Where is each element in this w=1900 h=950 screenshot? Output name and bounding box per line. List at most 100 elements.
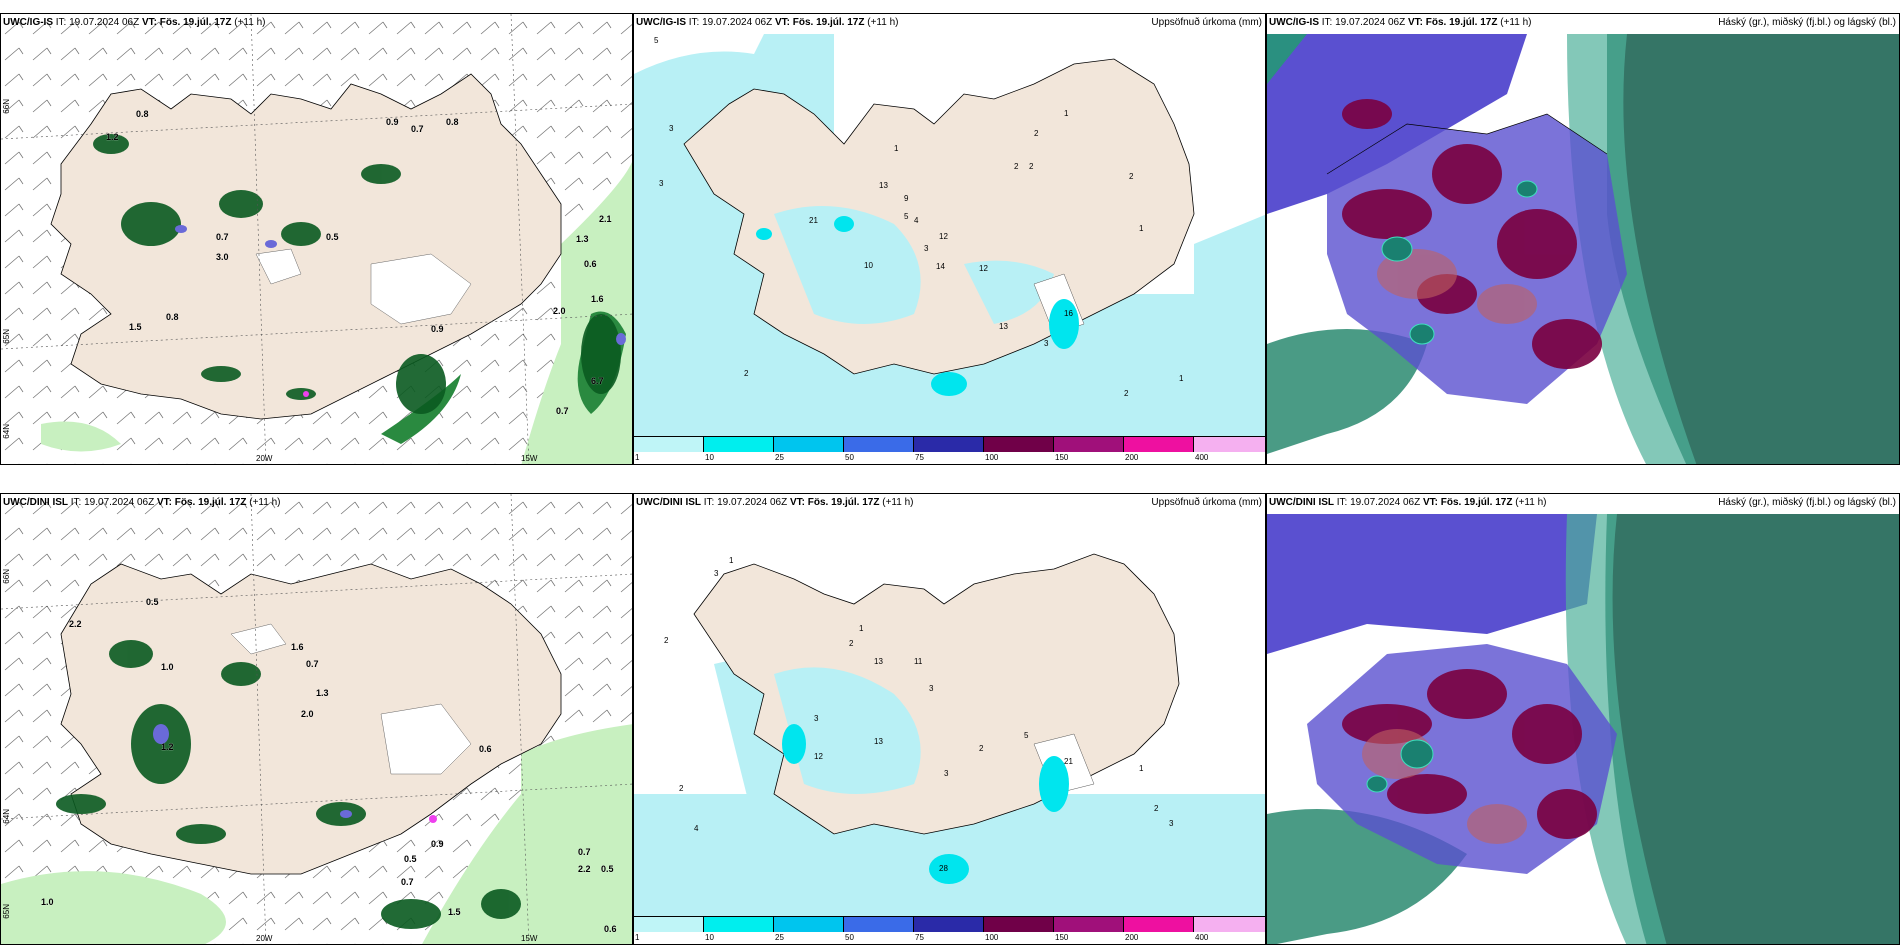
wind-value: 0.5 [601, 864, 614, 874]
lat-label: 65N [2, 329, 11, 344]
cloud-map [1267, 34, 1899, 464]
colorbar-swatch [1194, 436, 1265, 452]
precip-map [634, 34, 1265, 444]
panel-precip-igis: UWC/IG-IS IT: 19.07.2024 06Z VT: Fös. 19… [633, 13, 1266, 465]
colorbar-swatch [774, 436, 844, 452]
wind-value: 0.8 [446, 117, 459, 127]
wind-value: 1.0 [41, 897, 54, 907]
wind-value: 0.7 [556, 406, 569, 416]
precip-value: 12 [979, 264, 988, 273]
panel-header: UWC/IG-IS IT: 19.07.2024 06Z VT: Fös. 19… [1269, 17, 1532, 28]
precip-value: 28 [939, 864, 948, 873]
colorbar-tick: 400 [1195, 453, 1209, 462]
panel-header: UWC/DINI ISL IT: 19.07.2024 06Z VT: Fös.… [3, 497, 281, 508]
colorbar: 1 10 25 50 75 100 150 200 400 [634, 436, 1265, 464]
colorbar-swatch [1194, 916, 1265, 932]
colorbar-swatch [984, 916, 1054, 932]
wind-value: 0.5 [326, 232, 339, 242]
wind-value: 1.5 [448, 907, 461, 917]
precip-value: 16 [1064, 309, 1073, 318]
wind-value: 0.6 [584, 259, 597, 269]
wind-value: 1.6 [291, 642, 304, 652]
wind-value: 1.2 [161, 742, 174, 752]
precip-value: 13 [879, 181, 888, 190]
precip-value: 3 [1044, 339, 1049, 348]
panel-wind-igis: UWC/IG-IS IT: 19.07.2024 06Z VT: Fös. 19… [0, 13, 633, 465]
precip-value: 13 [999, 322, 1008, 331]
precip-value: 2 [1124, 389, 1129, 398]
precip-value: 2 [979, 744, 984, 753]
wind-value: 0.9 [386, 117, 399, 127]
lon-label: 15W [521, 454, 538, 463]
wind-value: 2.2 [69, 619, 82, 629]
precip-value: 21 [809, 216, 818, 225]
wind-value: 6.7 [591, 376, 604, 386]
precip-value: 3 [814, 714, 819, 723]
precip-value: 21 [1064, 757, 1073, 766]
precip-value: 1 [1139, 764, 1144, 773]
precip-value: 2 [1029, 162, 1034, 171]
wind-value: 0.5 [146, 597, 159, 607]
colorbar-swatch [1124, 916, 1194, 932]
precip-value: 2 [744, 369, 749, 378]
wind-value: 1.3 [316, 688, 329, 698]
panel-cloud-dini: UWC/DINI ISL IT: 19.07.2024 06Z VT: Fös.… [1266, 493, 1900, 945]
panel-cloud-igis: UWC/IG-IS IT: 19.07.2024 06Z VT: Fös. 19… [1266, 13, 1900, 465]
colorbar-swatch [634, 916, 704, 932]
wind-value: 0.7 [411, 124, 424, 134]
panel-header: UWC/IG-IS IT: 19.07.2024 06Z VT: Fös. 19… [636, 17, 899, 28]
wind-value: 1.3 [576, 234, 589, 244]
precip-value: 2 [849, 639, 854, 648]
lon-label: 20W [256, 454, 273, 463]
panel-header: UWC/DINI ISL IT: 19.07.2024 06Z VT: Fös.… [636, 497, 914, 508]
wind-value: 1.5 [129, 322, 142, 332]
colorbar-tick: 200 [1125, 933, 1139, 942]
wind-value: 0.8 [166, 312, 179, 322]
precip-value: 13 [874, 737, 883, 746]
lat-label: 66N [2, 569, 11, 584]
lat-label: 64N [2, 809, 11, 824]
colorbar-tick: 150 [1055, 453, 1069, 462]
precip-value: 3 [1169, 819, 1174, 828]
precip-map [634, 553, 1265, 924]
colorbar-swatch [844, 436, 914, 452]
wind-value: 0.7 [216, 232, 229, 242]
precip-value: 2 [1034, 129, 1039, 138]
precip-value: 3 [714, 569, 719, 578]
precip-value: 5 [904, 212, 909, 221]
wind-value: 1.0 [161, 662, 174, 672]
precip-value: 13 [874, 657, 883, 666]
wind-map [1, 494, 632, 944]
panel-title: Uppsöfnuð úrkoma (mm) [1151, 497, 1262, 508]
precip-value: 1 [894, 144, 899, 153]
colorbar-tick: 100 [985, 933, 999, 942]
precip-value: 9 [904, 194, 909, 203]
precip-value: 1 [729, 556, 734, 565]
colorbar-tick: 400 [1195, 933, 1209, 942]
precip-value: 3 [659, 179, 664, 188]
panel-header: UWC/DINI ISL IT: 19.07.2024 06Z VT: Fös.… [1269, 497, 1547, 508]
wind-value: 2.0 [301, 709, 314, 719]
colorbar-swatch [704, 916, 774, 932]
precip-value: 2 [1129, 172, 1134, 181]
lat-label: 65N [2, 904, 11, 919]
colorbar-swatch [914, 916, 984, 932]
precip-value: 1 [859, 624, 864, 633]
colorbar-swatch [914, 436, 984, 452]
colorbar-swatch [844, 916, 914, 932]
colorbar-tick: 10 [705, 453, 714, 462]
lat-label: 66N [2, 99, 11, 114]
precip-value: 2 [679, 784, 684, 793]
colorbar-tick: 75 [915, 453, 924, 462]
precip-value: 14 [936, 262, 945, 271]
wind-map [1, 14, 632, 464]
colorbar-tick: 50 [845, 453, 854, 462]
wind-value: 2.2 [578, 864, 591, 874]
wind-value: 3.0 [216, 252, 229, 262]
panel-header: UWC/IG-IS IT: 19.07.2024 06Z VT: Fös. 19… [3, 17, 266, 28]
panel-title: Uppsöfnuð úrkoma (mm) [1151, 17, 1262, 28]
precip-value: 2 [1014, 162, 1019, 171]
colorbar-tick: 50 [845, 933, 854, 942]
wind-value: 1.2 [106, 132, 119, 142]
precip-value: 1 [1139, 224, 1144, 233]
